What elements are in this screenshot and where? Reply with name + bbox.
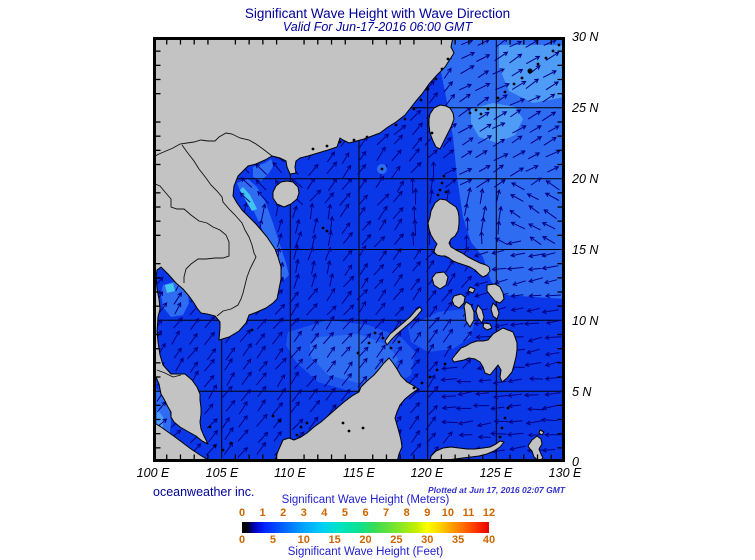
lon-label-110e: 110 E: [274, 466, 306, 480]
legend-feet-ticks: 0 5 10 15 20 25 30 35 40: [238, 534, 495, 546]
map-frame: [152, 34, 565, 463]
sea-patch-bangkok-bay: [165, 283, 175, 293]
landmass-borneo: [274, 357, 419, 463]
landmass-hainan: [272, 180, 300, 208]
feet-tick: 35: [452, 534, 465, 546]
page-title: Significant Wave Height with Wave Direct…: [244, 6, 511, 21]
meters-tick: 5: [341, 507, 348, 519]
valid-time-subtitle: Valid For Jun-17-2016 06:00 GMT: [282, 20, 473, 34]
landmass-samar: [486, 283, 505, 304]
legend-title-meters: Significant Wave Height (Meters): [281, 494, 450, 506]
small-islands: [208, 43, 561, 452]
landmass-taiwan: [428, 104, 455, 150]
sea-patch-sulu: [408, 309, 475, 352]
feet-tick: 0: [238, 534, 246, 546]
feet-tick: 25: [390, 534, 403, 546]
landmass-negros: [463, 301, 475, 328]
oceanweather-credit: oceanweather inc.: [153, 485, 255, 499]
meters-tick: 8: [403, 507, 410, 519]
landmass-halmahera: [527, 435, 544, 462]
landmass-sulawesi: [429, 440, 505, 463]
sea-patch-se-vietnam-core: [310, 334, 398, 383]
lon-label-130e: 130 E: [548, 466, 582, 480]
meters-tick: 9: [424, 507, 431, 519]
landmass-luzon: [427, 198, 491, 278]
country-borders: [152, 132, 273, 378]
meters-tick: 6: [362, 507, 369, 519]
feet-tick: 5: [269, 534, 276, 546]
meters-tick: 7: [383, 507, 390, 519]
landmass-bohol: [482, 322, 493, 331]
landmass-masbate: [467, 286, 476, 294]
map-canvas: [152, 34, 565, 463]
landmass-morotai: [538, 429, 545, 436]
lon-label-105e: 105 E: [205, 466, 239, 480]
meters-tick: 11: [462, 507, 475, 519]
sea-patch-yaeyama: [471, 103, 523, 143]
meters-tick: 3: [300, 507, 307, 519]
meters-tick: 4: [321, 507, 328, 519]
feet-tick: 10: [297, 534, 310, 546]
landmass-panay: [451, 293, 466, 309]
lon-label-100e: 100 E: [136, 466, 170, 480]
landmass-mindoro: [431, 271, 449, 290]
legend-meters-ticks: 0 1 2 3 4 5 6 7 8 9 10 11 12: [238, 507, 495, 519]
meters-tick: 12: [482, 507, 496, 519]
lon-label-115e: 115 E: [343, 466, 375, 480]
sea-patch-vietnam-cyan: [240, 187, 257, 211]
meters-tick: 2: [280, 507, 287, 519]
plotted-timestamp: Plotted at Jun 17, 2016 02:07 GMT: [428, 485, 565, 495]
lon-label-125e: 125 E: [479, 466, 513, 480]
legend-title-feet: Significant Wave Height (Feet): [287, 546, 444, 558]
meters-tick: 0: [238, 507, 246, 519]
feet-tick: 15: [328, 534, 341, 546]
feet-tick: 40: [482, 534, 496, 546]
lon-label-120e: 120 E: [410, 466, 444, 480]
colorbar-gradient: [242, 522, 489, 533]
lat-label-30n: 30 N: [572, 30, 599, 44]
lat-label-10n: 10 N: [572, 314, 599, 328]
meters-tick: 1: [259, 507, 266, 519]
landmass-leyte: [490, 302, 500, 320]
lat-label-0: 0: [572, 455, 579, 469]
feet-tick: 20: [359, 534, 372, 546]
sea-patch-tonkin: [253, 159, 274, 181]
lat-label-15n: 15 N: [572, 243, 599, 257]
meters-tick: 10: [441, 507, 454, 519]
landmass-cebu: [475, 304, 485, 324]
lat-label-5n: 5 N: [572, 385, 592, 399]
lat-label-25n: 25 N: [572, 101, 599, 115]
feet-tick: 30: [421, 534, 434, 546]
map-border: [153, 37, 565, 462]
landmass-mainland-asia: [152, 36, 455, 445]
lat-label-20n: 20 N: [572, 172, 599, 186]
landmass-mindanao: [451, 327, 518, 383]
landmass-palawan: [384, 306, 423, 346]
